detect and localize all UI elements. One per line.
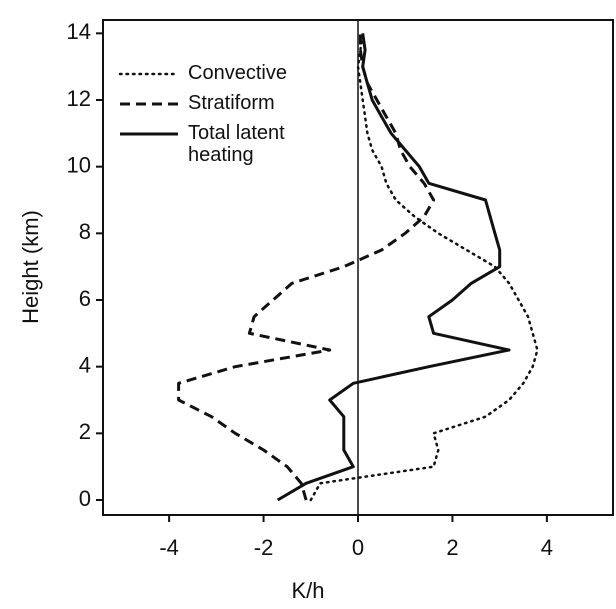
y-tick-label: 6 (79, 286, 91, 311)
x-tick-label: 0 (352, 535, 364, 560)
y-tick-label: 8 (79, 219, 91, 244)
x-axis-label: K/h (291, 578, 324, 603)
legend-swatch (120, 102, 178, 106)
y-tick-label: 12 (67, 86, 91, 111)
y-tick-label: 10 (67, 152, 91, 177)
series-line (309, 32, 539, 502)
x-tick-label: -4 (159, 535, 179, 560)
series-line (177, 33, 436, 501)
legend-label: Stratiform (188, 92, 275, 114)
x-tick-label: -2 (254, 535, 274, 560)
legend-label: Total latent heating (188, 122, 285, 166)
y-tick-label: 2 (79, 419, 91, 444)
y-tick-label: 4 (79, 352, 91, 377)
y-axis-label: Height (km) (18, 210, 43, 324)
y-tick-label: 0 (79, 486, 91, 511)
x-tick-label: 4 (541, 535, 553, 560)
legend-swatch (120, 132, 178, 136)
legend-entry: Stratiform (118, 92, 348, 114)
legend-entry: Convective (118, 62, 348, 84)
series-line (276, 33, 511, 502)
legend-label: Convective (188, 62, 287, 84)
legend-swatch (118, 72, 180, 76)
y-tick-label: 14 (67, 19, 91, 44)
legend-entry: Total latent heating (118, 122, 348, 166)
x-tick-label: 2 (446, 535, 458, 560)
legend: Convective Stratiform Total latent heating (118, 62, 348, 174)
